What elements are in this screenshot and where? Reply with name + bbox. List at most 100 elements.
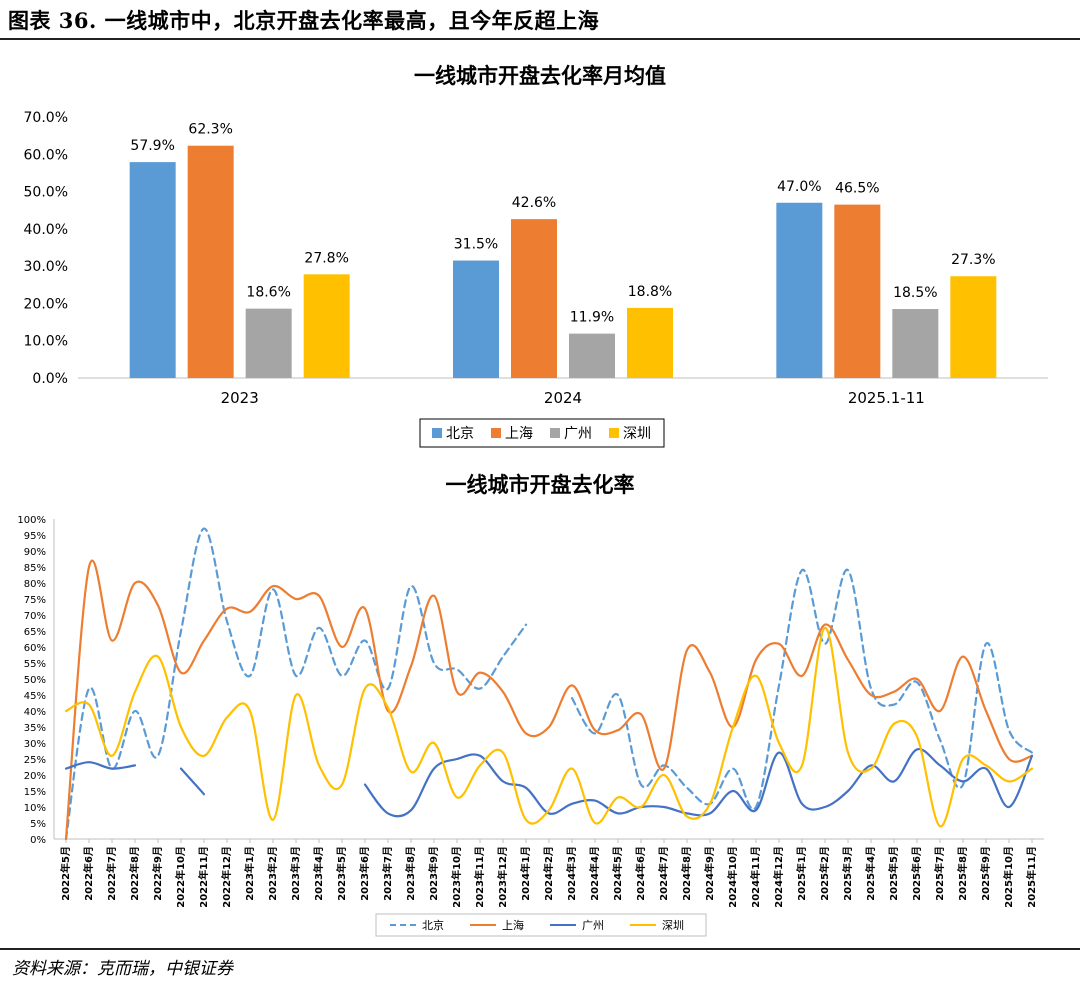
y-tick-label: 90%: [24, 547, 46, 558]
data-label: 11.9%: [570, 310, 614, 326]
y-tick-label: 0.0%: [32, 371, 68, 387]
x-tick-label: 2023年5月: [335, 846, 348, 901]
legend-box: [375, 913, 707, 937]
series-segment: [64, 527, 528, 841]
x-tick-label: 2022年12月: [220, 846, 233, 908]
series-segment: [64, 559, 1034, 841]
y-tick-label: 45%: [24, 691, 46, 702]
y-tick-label: 40.0%: [24, 222, 68, 238]
x-tick-label: 2023年11月: [473, 846, 486, 908]
y-tick-label: 65%: [24, 627, 46, 638]
y-tick-label: 100%: [17, 515, 46, 526]
x-tick-label: 2023年3月: [289, 846, 302, 901]
x-tick-label: 2024年1月: [519, 846, 532, 901]
data-label: 18.5%: [893, 285, 937, 301]
bar: [245, 308, 292, 378]
legend-swatch: [432, 428, 442, 438]
series-segment: [363, 748, 1034, 818]
y-tick-label: 80%: [24, 579, 46, 590]
chart-title: 一线城市开盘去化率月均值: [414, 64, 666, 88]
data-label: 62.3%: [188, 122, 232, 138]
y-tick-label: 30.0%: [24, 259, 68, 275]
data-label: 27.3%: [951, 252, 995, 268]
y-tick-label: 55%: [24, 659, 46, 670]
legend-label: 北京: [446, 426, 474, 442]
series-segment: [179, 767, 206, 796]
chart-title: 一线城市开盘去化率: [446, 473, 635, 497]
x-tick-label: 2022年6月: [82, 846, 95, 901]
x-tick-label: 2023年7月: [381, 846, 394, 901]
legend-box: [419, 418, 665, 448]
series-segment: [570, 569, 1034, 811]
legend-label: 广州: [582, 919, 604, 932]
bar: [834, 204, 881, 378]
legend-label: 北京: [422, 918, 444, 932]
x-tick-label: 2025年4月: [864, 846, 877, 901]
x-tick-label: 2022年7月: [105, 846, 118, 901]
legend: 北京 上海 广州 深圳: [419, 418, 665, 448]
x-tick-label: 2023年1月: [243, 846, 256, 901]
y-tick-label: 75%: [24, 595, 46, 606]
legend-label: 深圳: [662, 919, 684, 932]
x-tick-label: 2023: [221, 389, 259, 407]
legend-swatch: [491, 428, 501, 438]
x-tick-label: 2023年6月: [358, 846, 371, 901]
y-tick-label: 10%: [24, 803, 46, 814]
figure-footer: [0, 948, 1080, 950]
x-tick-label: 2025年6月: [910, 846, 923, 901]
legend-label: 上海: [505, 426, 533, 442]
data-label: 42.6%: [512, 195, 556, 211]
bar: [187, 145, 234, 378]
bar: [892, 309, 939, 378]
data-label: 18.6%: [246, 285, 290, 301]
x-tick-label: 2023年4月: [312, 846, 325, 901]
y-tick-label: 50.0%: [24, 185, 68, 201]
y-tick-label: 85%: [24, 563, 46, 574]
x-tick-label: 2023年9月: [427, 846, 440, 901]
x-tick-label: 2024年5月: [611, 846, 624, 901]
x-tick-label: 2022年5月: [59, 846, 72, 901]
bar-chart: 一线城市开盘去化率月均值 0.0% 10.0% 20.0% 30.0% 40.0% 50.0…: [24, 64, 1048, 448]
x-tick-label: 2023年10月: [450, 846, 463, 908]
x-tick-label: 2024年2月: [542, 846, 555, 901]
x-tick-label: 2024年8月: [680, 846, 693, 901]
bar: [776, 202, 823, 378]
legend-label: 上海: [502, 918, 524, 932]
x-tick-label: 2024: [544, 389, 582, 407]
bar: [950, 276, 997, 378]
x-tick-label: 2024年7月: [657, 846, 670, 901]
x-tick-label: 2024年6月: [634, 846, 647, 901]
y-tick-label: 30%: [24, 739, 46, 750]
x-tick-label: 2025年5月: [887, 846, 900, 901]
data-label: 46.5%: [835, 181, 879, 197]
x-tick-label: 2023年8月: [404, 846, 417, 901]
source-note: 资料来源：克而瑞，中银证券: [12, 959, 233, 979]
legend-label: 深圳: [623, 426, 651, 442]
data-label: 47.0%: [777, 179, 821, 195]
x-tick-label: 2025年10月: [1002, 846, 1015, 908]
x-tick-label: 2022年11月: [197, 846, 210, 908]
x-tick-label: 2024年11月: [749, 846, 762, 908]
data-label: 27.8%: [304, 250, 348, 266]
x-tick-label: 2025年1月: [795, 846, 808, 901]
legend-swatch: [550, 428, 560, 438]
y-tick-label: 95%: [24, 531, 46, 542]
x-tick-label: 2025年8月: [956, 846, 969, 901]
y-tick-label: 15%: [24, 787, 46, 798]
data-label: 31.5%: [454, 237, 498, 253]
x-tick-label: 2025.1-11: [848, 389, 925, 407]
bar: [627, 307, 673, 378]
series-line: [64, 748, 1034, 818]
x-tick-label: 2023年12月: [496, 846, 509, 908]
x-tick-label: 2025年3月: [841, 846, 854, 901]
series-segment: [64, 761, 137, 770]
y-tick-label: 35%: [24, 723, 46, 734]
x-tick-label: 2025年11月: [1025, 846, 1038, 908]
y-tick-label: 20%: [24, 771, 46, 782]
x-tick-label: 2024年3月: [565, 846, 578, 901]
figure-header: 图表 36. 一线城市中，北京开盘去化率最高，且今年反超上海: [0, 0, 1080, 40]
y-tick-label: 70%: [24, 611, 46, 622]
x-tick-label: 2022年10月: [174, 846, 187, 908]
legend-label: 广州: [564, 426, 592, 442]
bar: [129, 162, 176, 378]
